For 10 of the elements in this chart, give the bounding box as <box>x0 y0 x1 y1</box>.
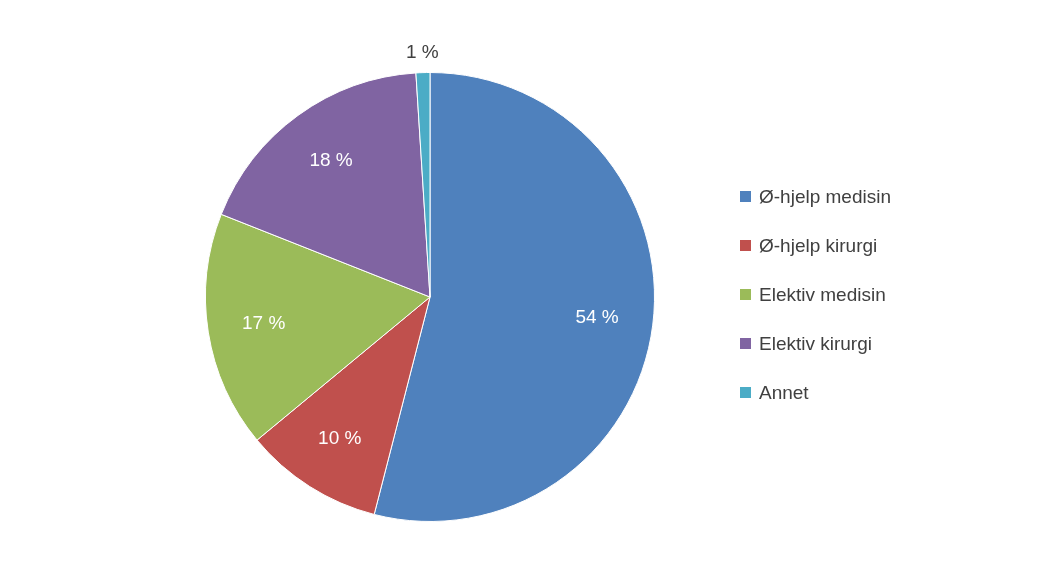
legend-label: Elektiv kirurgi <box>759 332 872 355</box>
data-label: 1 % <box>405 40 439 62</box>
legend-label: Ø-hjelp kirurgi <box>759 234 878 257</box>
data-label: 10 % <box>318 427 362 449</box>
data-label: 17 % <box>242 311 286 333</box>
legend-label: Elektiv medisin <box>759 283 886 306</box>
data-label: 54 % <box>575 306 619 328</box>
data-label: 18 % <box>309 149 353 171</box>
legend-label: Ø-hjelp medisin <box>759 185 891 208</box>
legend-label: Annet <box>759 381 809 404</box>
